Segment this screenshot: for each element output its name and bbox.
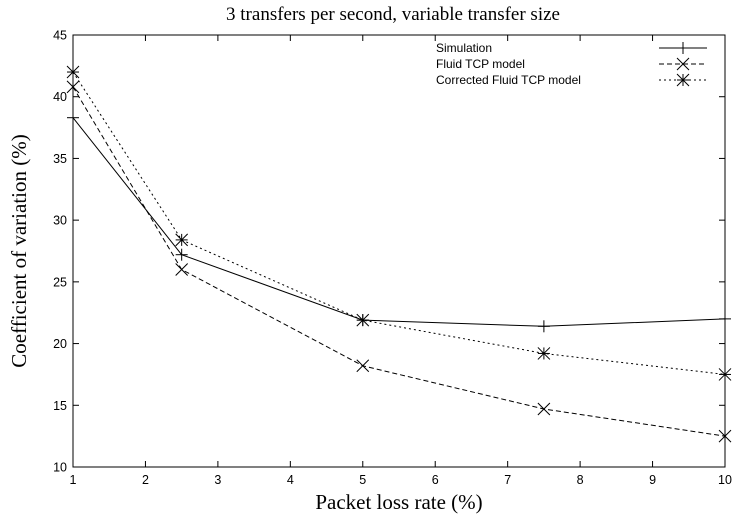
y-axis-label: Coefficient of variation (%) [7,134,31,367]
legend-marker [676,57,690,71]
data-point [718,368,732,381]
x-tick-label: 7 [504,473,511,487]
series-group [66,65,732,443]
y-tick-label: 15 [53,399,67,413]
x-tick-label: 6 [432,473,439,487]
legend-entry: Corrected Fluid TCP model [436,73,581,87]
series-line [72,117,726,327]
x-tick-label: 10 [718,473,732,487]
series-line [72,86,726,437]
plot-frame [72,34,726,468]
x-tick-label: 4 [287,473,294,487]
data-point [175,248,188,261]
y-tick-label: 10 [53,461,67,475]
legend-marker [677,42,689,54]
y-tick-label: 40 [53,90,67,104]
y-tick-label: 35 [53,152,67,166]
chart-title: 3 transfers per second, variable transfe… [226,4,560,25]
y-tick-label: 25 [53,275,67,289]
series-line [72,71,726,375]
x-tick-label: 2 [142,473,149,487]
data-point [175,263,189,276]
data-point [719,312,731,325]
data-point [537,347,551,360]
y-tick-label: 30 [53,214,67,228]
data-point [67,111,79,124]
x-axis-label: Packet loss rate (%) [315,490,482,514]
x-tick-label: 5 [359,473,366,487]
data-point [537,320,550,333]
x-tick-label: 8 [577,473,584,487]
data-point [356,359,370,373]
data-point [537,402,551,416]
x-tick-label: 9 [649,473,656,487]
data-point [175,233,189,247]
data-point [718,429,732,443]
data-point [66,65,80,79]
legend-entry: Simulation [436,41,492,55]
y-tick-label: 45 [53,29,67,43]
x-tick-label: 1 [70,473,77,487]
data-point [356,313,370,327]
legend-marker [676,73,690,87]
legend: Simulation Fluid TCP model Corrected Fluid… [436,41,707,87]
legend-entry: Fluid TCP model [436,57,525,71]
y-tick-label: 20 [53,337,67,351]
data-point [66,80,80,94]
x-tick-label: 3 [214,473,221,487]
